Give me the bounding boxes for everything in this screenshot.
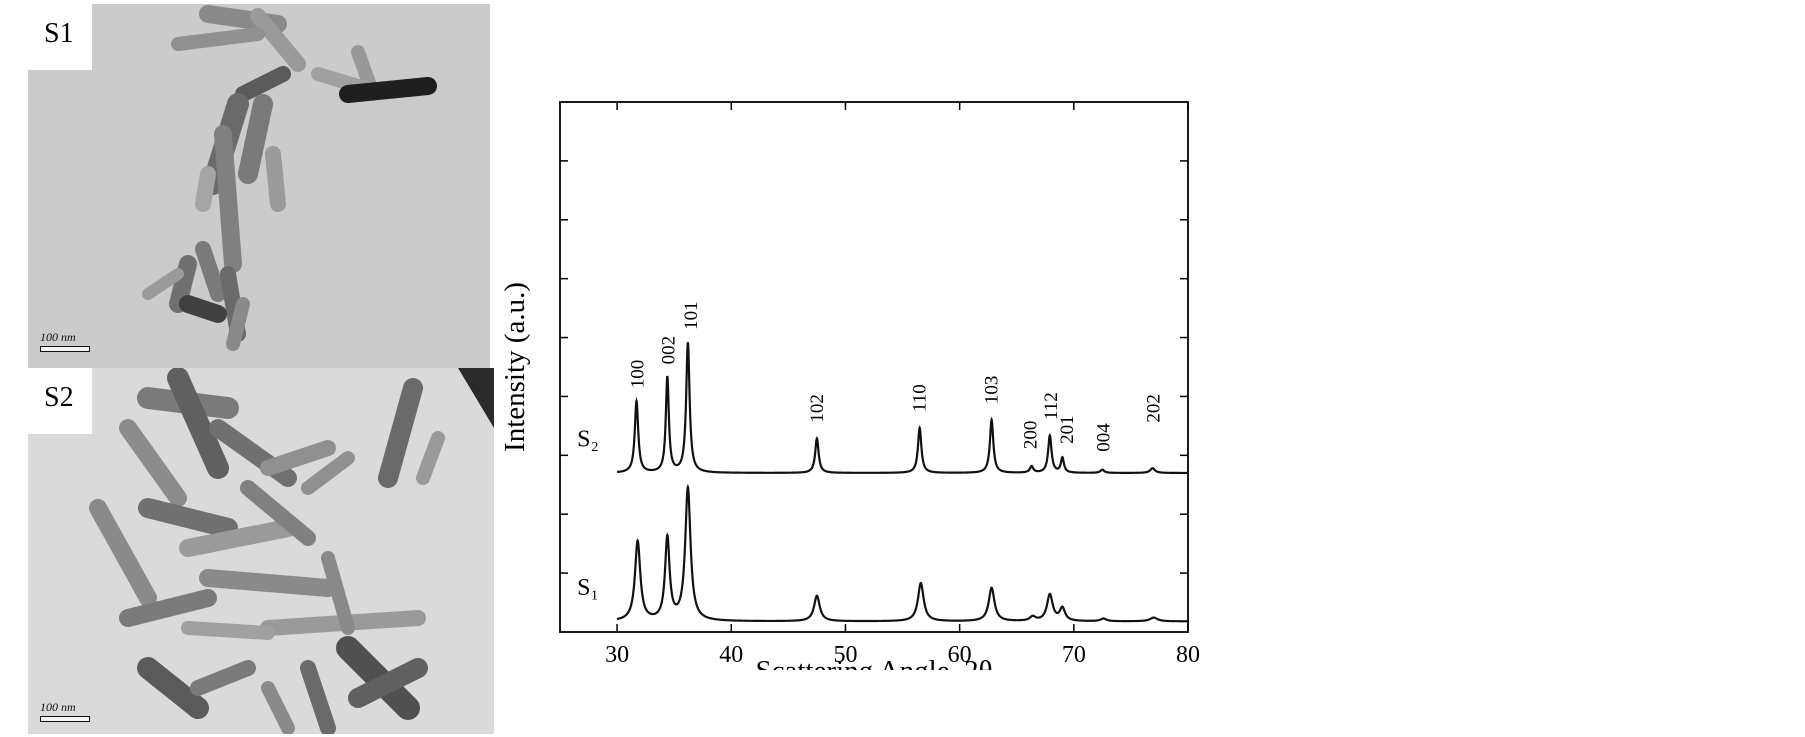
scalebar-label-s2: 100 nm: [40, 700, 76, 714]
peak-label-101: 101: [681, 301, 702, 330]
x-tick-label: 40: [719, 642, 743, 668]
series-label-1: S₁: [577, 575, 599, 601]
peak-label-103: 103: [981, 376, 1002, 405]
series-label-2: S₂: [577, 427, 599, 453]
scalebar-label-s1: 100 nm: [40, 330, 76, 344]
y-axis: [560, 160, 1188, 574]
micrograph-s1: S1 100 nm: [28, 4, 490, 368]
scalebar-s2: [40, 716, 90, 722]
peak-label-102: 102: [807, 394, 828, 423]
peak-label-200: 200: [1020, 421, 1041, 450]
plot-frame: [559, 101, 1189, 633]
micrograph-s1-image: [28, 4, 490, 368]
series-lines: [616, 342, 1189, 623]
peak-label-202: 202: [1144, 394, 1165, 423]
peak-label-004: 004: [1093, 423, 1114, 452]
x-axis-label: Scattering Angle, 2θ: [756, 655, 993, 670]
series-line-2: [616, 342, 1188, 475]
micrograph-s2: S2 100 nm: [28, 368, 494, 734]
micrograph-s2-image: [28, 368, 494, 734]
peak-label-201: 201: [1057, 415, 1078, 444]
x-tick-label: 30: [605, 642, 629, 668]
x-tick-label: 80: [1176, 642, 1200, 668]
peak-label-110: 110: [910, 384, 931, 412]
peak-label-002: 002: [658, 336, 679, 365]
x-axis: 30 40 50 60 70 80: [605, 102, 1200, 668]
x-tick-label: 60: [948, 642, 972, 668]
panel-label-s2: S2: [28, 368, 92, 434]
peak-label-100: 100: [628, 360, 649, 389]
series-names: S₁ S₂: [577, 427, 599, 601]
x-tick-label: 50: [833, 642, 857, 668]
x-tick-label: 70: [1062, 642, 1086, 668]
peak-label-112: 112: [1041, 392, 1062, 420]
panel-label-s1: S1: [28, 4, 92, 70]
y-axis-label: Intensity (a.u.): [500, 282, 531, 452]
series-line-1: [616, 483, 1189, 623]
scalebar-s1: [40, 346, 90, 352]
